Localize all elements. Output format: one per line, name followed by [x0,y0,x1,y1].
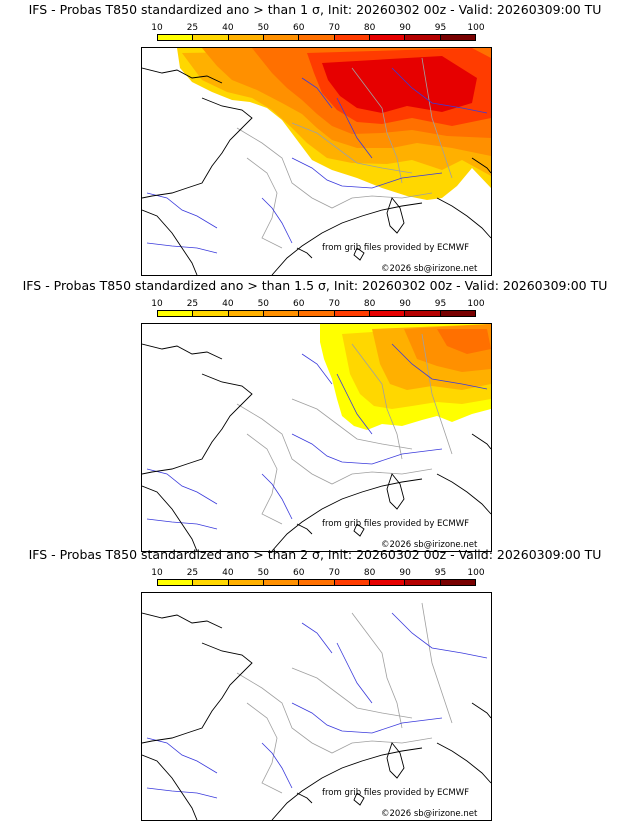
panel-title: IFS - Probas T850 standardized ano > tha… [28,2,602,17]
colorbar-segment [158,35,194,40]
probability-map: from grib files provided by ECMWF ©2026 … [141,323,492,552]
map-panel-3: IFS - Probas T850 standardized ano > tha… [0,545,630,821]
colorbar-tick: 95 [434,568,447,578]
colorbar-tick: 50 [257,23,270,33]
colorbar [157,310,476,317]
colorbar-tick: 95 [434,23,447,33]
copyright-credit: ©2026 sb@irizone.net [381,264,478,274]
probability-map: from grib files provided by ECMWF ©2026 … [141,47,492,276]
colorbar-tick: 70 [328,568,340,578]
colorbar-tick: 90 [399,23,411,33]
colorbar-segment [369,580,406,585]
colorbar-tick: 40 [222,568,234,578]
colorbar-tick: 100 [467,23,485,33]
colorbar-segment [228,580,264,585]
map-canvas [142,324,491,551]
admin-borders [236,333,453,525]
colorbar-tick: 100 [467,568,485,578]
colorbar-segment [334,35,370,40]
colorbar-segment [440,311,475,316]
panel-title: IFS - Probas T850 standardized ano > tha… [28,547,602,562]
probability-shading [320,324,491,430]
copyright-credit: ©2026 sb@irizone.net [381,809,478,819]
colorbar-segment [193,311,229,316]
colorbar-tick: 90 [399,568,411,578]
colorbar-segment [405,35,441,40]
coastlines [142,343,491,551]
colorbar [157,34,476,41]
colorbar-tick: 80 [363,568,376,578]
colorbar-segment [263,580,300,585]
coastlines [142,612,491,820]
map-canvas [142,48,491,275]
colorbar-tick: 80 [363,299,376,309]
colorbar-tick: 100 [467,299,485,309]
colorbar-segment [440,35,475,40]
colorbar-tick: 10 [151,568,163,578]
colorbar-segment [193,35,229,40]
colorbar-ticks: 10 25 40 50 60 70 80 90 95 100 [151,23,484,33]
colorbar-tick: 70 [328,23,340,33]
colorbar-segment [405,311,441,316]
colorbar-tick: 10 [151,299,163,309]
colorbar-segment [299,311,335,316]
colorbar-ticks: 10 25 40 50 60 70 80 90 95 100 [151,299,484,309]
colorbar-tick: 25 [186,299,199,309]
map-panel-2: IFS - Probas T850 standardized ano > tha… [0,276,630,552]
colorbar-tick: 60 [293,23,305,33]
colorbar-segment [334,311,370,316]
colorbar-tick: 10 [151,23,163,33]
map-canvas [142,602,491,820]
rivers [146,343,488,530]
colorbar-tick: 60 [293,299,305,309]
colorbar-segment [228,311,264,316]
colorbar-tick: 25 [186,23,199,33]
colorbar-tick: 70 [328,299,340,309]
colorbar-segment [158,311,194,316]
coastlines [142,67,491,275]
colorbar-tick: 25 [186,568,199,578]
source-credit: from grib files provided by ECMWF [322,788,469,798]
map-panel-1: IFS - Probas T850 standardized ano > tha… [0,0,630,276]
copyright-credit: ©2026 sb@irizone.net [381,540,478,550]
colorbar-segment [263,311,300,316]
colorbar-tick: 40 [222,23,234,33]
colorbar-segment [440,580,475,585]
colorbar-tick: 50 [257,568,270,578]
colorbar-tick: 95 [434,299,447,309]
colorbar-tick: 60 [293,568,305,578]
colorbar-segment [334,580,370,585]
colorbar-tick: 90 [399,299,411,309]
panel-title: IFS - Probas T850 standardized ano > tha… [22,278,608,293]
colorbar-tick: 50 [257,299,270,309]
colorbar-segment [158,580,194,585]
admin-borders [236,57,453,249]
rivers [146,612,488,799]
colorbar-tick: 80 [363,23,376,33]
source-credit: from grib files provided by ECMWF [322,519,469,529]
rivers [146,67,488,254]
probability-shading [177,48,491,200]
colorbar-segment [369,311,406,316]
colorbar-segment [193,580,229,585]
source-credit: from grib files provided by ECMWF [322,243,469,253]
colorbar-segment [299,580,335,585]
colorbar-ticks: 10 25 40 50 60 70 80 90 95 100 [151,568,484,578]
colorbar-segment [263,35,300,40]
colorbar-segment [405,580,441,585]
colorbar-tick: 40 [222,299,234,309]
colorbar-segment [228,35,264,40]
admin-borders [236,602,453,794]
colorbar-segment [299,35,335,40]
colorbar-segment [369,35,406,40]
colorbar [157,579,476,586]
probability-map: from grib files provided by ECMWF ©2026 … [141,592,492,821]
